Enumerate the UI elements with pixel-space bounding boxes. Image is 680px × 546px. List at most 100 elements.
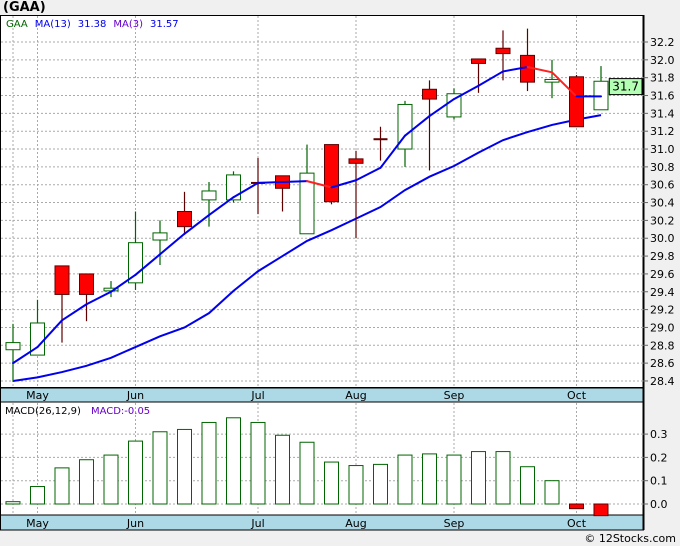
ma3-segment xyxy=(355,166,382,182)
price-tick-label: 29.6 xyxy=(650,268,675,281)
price-tick-label: 32.0 xyxy=(650,54,675,67)
ma3-segment xyxy=(306,180,333,189)
month-label: Aug xyxy=(345,389,366,402)
price-tick-label: 29.8 xyxy=(650,250,675,263)
price-tick-label: 30.8 xyxy=(650,161,675,174)
ma13-line xyxy=(12,114,602,382)
ma3-segment xyxy=(159,232,186,256)
ma3-segment xyxy=(477,70,504,87)
macd-bar xyxy=(397,454,413,505)
macd-bar xyxy=(54,467,70,505)
legend-ma3-value: 31.57 xyxy=(150,19,179,30)
price-tick-label: 32.2 xyxy=(650,36,675,49)
macd-bar xyxy=(544,480,560,505)
candle-body xyxy=(79,273,94,295)
macd-bar xyxy=(177,428,192,505)
ma3-segment xyxy=(183,214,210,235)
ma3-segment xyxy=(208,196,235,217)
macd-tick-label: 0.2 xyxy=(650,451,668,464)
price-tick-label: 30.6 xyxy=(650,179,675,192)
price-tick-label: 30.4 xyxy=(650,197,675,210)
month-label: Oct xyxy=(567,389,587,402)
last-price-box xyxy=(608,78,643,96)
macd-bar xyxy=(275,434,290,505)
ma3-segment xyxy=(36,319,63,349)
price-tick-label: 30.2 xyxy=(650,214,675,227)
month-axis-bottom xyxy=(0,514,644,531)
ma3-segment xyxy=(428,98,455,118)
ma3-segment xyxy=(232,181,259,199)
macd-bar xyxy=(226,417,241,505)
macd-legend-label: MACD(26,12,9) xyxy=(5,406,81,417)
ma3-segment xyxy=(551,71,578,98)
candle-body xyxy=(348,158,364,164)
candle-body xyxy=(422,88,437,100)
candle-body xyxy=(5,342,21,351)
month-label: May xyxy=(26,389,49,402)
macd-bar xyxy=(348,465,364,505)
macd-tick-label: 0.0 xyxy=(650,498,668,511)
candle-body xyxy=(471,58,486,64)
macd-bar xyxy=(152,431,168,505)
macd-bar xyxy=(373,463,388,505)
month-axis-top xyxy=(0,387,644,403)
candle-body xyxy=(128,242,143,284)
ma3-segment xyxy=(453,84,480,101)
price-tick-label: 31.2 xyxy=(650,125,675,138)
legend-ma13-value: 31.38 xyxy=(78,19,107,30)
copyright: © 12Stocks.com xyxy=(584,532,676,545)
month-label: Sep xyxy=(444,517,465,530)
macd-bar xyxy=(128,440,143,505)
ma3-segment xyxy=(404,115,431,137)
month-label: Aug xyxy=(345,517,366,530)
macd-bar xyxy=(593,503,609,517)
ma3-segment xyxy=(379,134,406,169)
ma3-segment xyxy=(134,253,161,276)
legend-ma3-label: MA(3) xyxy=(113,19,143,30)
candle-body xyxy=(299,172,315,235)
candle-body xyxy=(569,76,584,128)
last-price-label: 31.7 xyxy=(612,80,639,94)
candle-body xyxy=(397,103,413,150)
candle-body xyxy=(544,78,560,83)
ma3-segment xyxy=(281,180,308,184)
candle-body xyxy=(226,174,241,201)
ma3-segment xyxy=(85,290,112,306)
macd-bar xyxy=(324,461,339,505)
macd-bar xyxy=(471,451,486,505)
candle-body xyxy=(152,232,168,241)
price-tick-label: 31.8 xyxy=(650,72,675,85)
macd-bar xyxy=(495,451,511,505)
legend-ma13-label: MA(13) xyxy=(35,19,71,30)
month-label: Jul xyxy=(250,389,264,402)
ma3-segment xyxy=(330,179,357,189)
ma3-segment xyxy=(110,273,137,293)
price-tick-label: 28.8 xyxy=(650,339,675,352)
macd-bar xyxy=(79,459,94,505)
month-label: Jun xyxy=(126,517,144,530)
month-label: Oct xyxy=(567,517,587,530)
candle-body xyxy=(177,210,192,228)
price-tick-label: 31.0 xyxy=(650,143,675,156)
macd-bar xyxy=(446,454,462,505)
candle-body xyxy=(446,93,462,118)
ma3-segment xyxy=(257,181,284,184)
price-tick-label: 31.6 xyxy=(650,90,675,103)
month-label: Jul xyxy=(250,517,264,530)
price-tick-label: 28.6 xyxy=(650,357,675,370)
price-tick-label: 29.4 xyxy=(650,286,675,299)
candle-body xyxy=(201,190,217,201)
macd-bar xyxy=(5,501,21,505)
candle-body xyxy=(324,144,339,203)
macd-legend-value: MACD:-0.05 xyxy=(91,406,150,417)
macd-bar xyxy=(250,421,266,505)
month-label: Sep xyxy=(444,389,465,402)
macd-bar xyxy=(299,441,315,505)
macd-bar xyxy=(569,503,584,510)
macd-tick-label: 0.3 xyxy=(650,428,668,441)
candle-body xyxy=(495,47,511,55)
ma3-segment xyxy=(526,65,553,74)
price-tick-label: 30.0 xyxy=(650,232,675,245)
price-tick-label: 28.4 xyxy=(650,375,675,388)
